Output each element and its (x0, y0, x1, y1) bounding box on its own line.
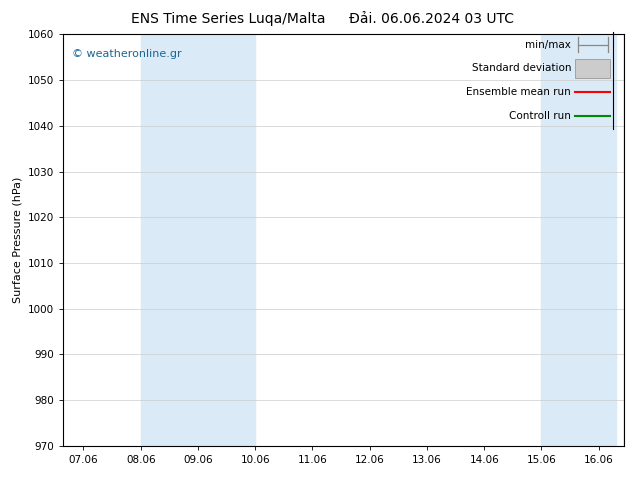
Bar (141, 34, 256, 446)
Text: Ensemble mean run: Ensemble mean run (467, 87, 571, 98)
Bar (575, 59, 611, 77)
Text: min/max: min/max (526, 40, 571, 49)
Text: Đải. 06.06.2024 03 UTC: Đải. 06.06.2024 03 UTC (349, 12, 514, 26)
Text: Controll run: Controll run (509, 111, 571, 121)
Text: © weatheronline.gr: © weatheronline.gr (72, 49, 181, 59)
Bar (541, 34, 616, 446)
Text: Standard deviation: Standard deviation (472, 64, 571, 74)
Y-axis label: Surface Pressure (hPa): Surface Pressure (hPa) (13, 177, 23, 303)
Text: ENS Time Series Luqa/Malta: ENS Time Series Luqa/Malta (131, 12, 325, 26)
